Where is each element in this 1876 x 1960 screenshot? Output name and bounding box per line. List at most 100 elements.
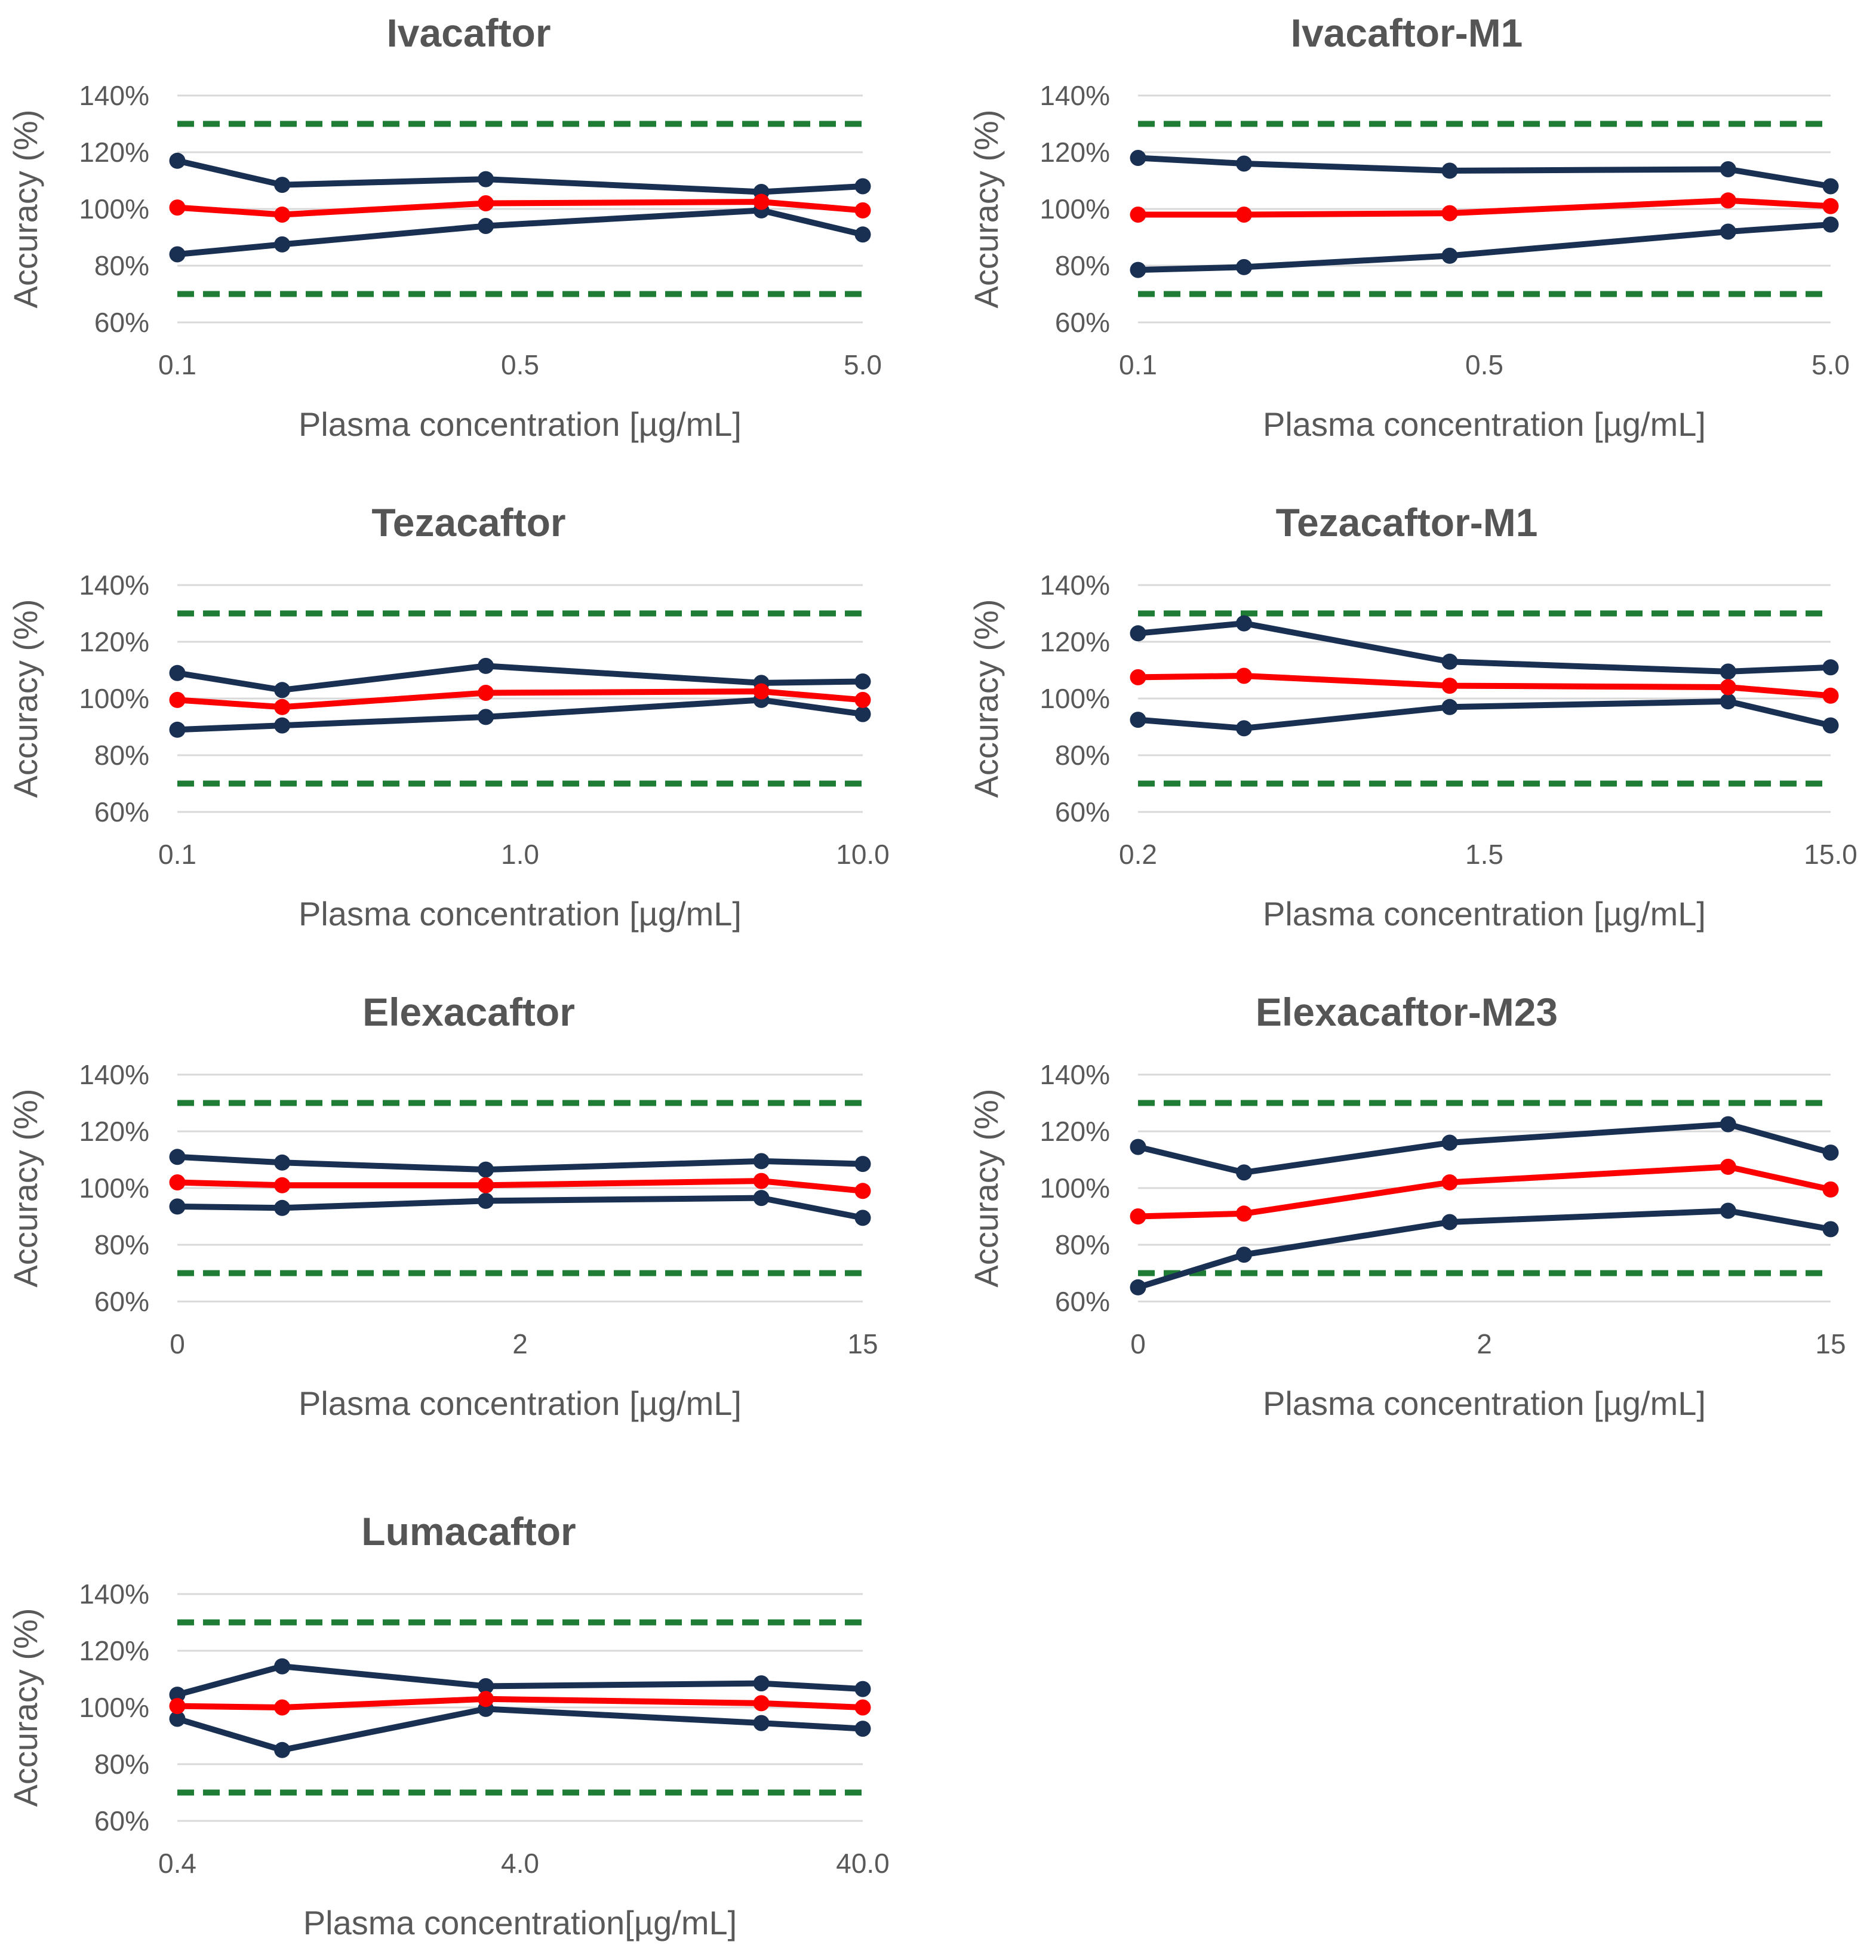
chart-panel-ivacaftor-m1: 140% 120% 100% 80% 60% 0.1 0.5 5.0 Plasma concen… (938, 0, 1876, 490)
x-tick-label: 0.1 (158, 839, 196, 870)
data-point-marker-mean-accuracy (854, 1699, 871, 1716)
y-axis-title: Accuracy (%) (7, 599, 44, 798)
data-point-marker-lower-bound (169, 1710, 186, 1727)
data-point-marker-upper-bound (169, 152, 186, 169)
x-tick-label: 15.0 (1804, 839, 1857, 870)
data-point-marker-mean-accuracy (1130, 669, 1146, 685)
data-point-marker-upper-bound (854, 1681, 871, 1697)
x-tick-label: 15 (1815, 1328, 1846, 1359)
x-tick-label: 4.0 (501, 1848, 539, 1879)
data-point-marker-lower-bound (1130, 261, 1146, 278)
data-point-marker-mean-accuracy (169, 691, 186, 708)
data-point-marker-lower-bound (854, 1721, 871, 1737)
y-tick-label: 80% (94, 1749, 149, 1780)
chart-canvas-ivacaftor-m1: 140% 120% 100% 80% 60% 0.1 0.5 5.0 Plasma concen… (967, 11, 1850, 443)
y-tick-label: 100% (1040, 683, 1110, 714)
data-point-marker-mean-accuracy (478, 1691, 494, 1707)
data-point-marker-mean-accuracy (1441, 205, 1458, 221)
x-axis-title: Plasma concentration[µg/mL] (303, 1904, 737, 1941)
x-tick-label: 2 (1477, 1328, 1492, 1359)
data-point-marker-mean-accuracy (1822, 687, 1839, 704)
y-tick-label: 140% (1040, 80, 1110, 111)
y-tick-label: 120% (79, 1116, 149, 1147)
x-axis-title: Plasma concentration [µg/mL] (1263, 895, 1706, 933)
x-tick-label: 40.0 (836, 1848, 890, 1879)
y-tick-label: 100% (1040, 193, 1110, 224)
x-tick-label: 0.2 (1119, 839, 1157, 870)
data-point-marker-lower-bound (274, 717, 291, 734)
data-point-marker-mean-accuracy (274, 699, 291, 715)
data-point-marker-upper-bound (1236, 615, 1252, 632)
x-tick-label: 5.0 (1812, 349, 1850, 380)
y-tick-label: 60% (94, 307, 149, 338)
data-point-marker-mean-accuracy (1236, 207, 1252, 223)
x-tick-label: 15 (847, 1328, 878, 1359)
data-point-marker-upper-bound (854, 178, 871, 195)
data-point-marker-upper-bound (753, 1153, 770, 1170)
chart-panel-lumacaftor: 140% 120% 100% 80% 60% 0.4 4.0 40.0 Plasma conce… (0, 1469, 938, 1960)
data-point-marker-upper-bound (1130, 1139, 1146, 1155)
data-point-marker-lower-bound (169, 246, 186, 263)
x-tick-label: 1.5 (1465, 839, 1503, 870)
data-point-marker-upper-bound (274, 1154, 291, 1171)
y-tick-label: 140% (1040, 570, 1110, 601)
chart-canvas-tezacaftor: 140% 120% 100% 80% 60% 0.1 1.0 10.0 Plasma conce… (7, 500, 890, 933)
y-tick-label: 80% (1055, 1229, 1110, 1260)
x-tick-label: 0 (170, 1328, 185, 1359)
y-tick-label: 100% (79, 683, 149, 714)
y-tick-label: 80% (94, 250, 149, 281)
x-tick-label: 0.1 (1119, 349, 1157, 380)
data-point-marker-upper-bound (274, 682, 291, 699)
data-point-marker-lower-bound (854, 706, 871, 722)
chart-title: Elexacaftor-M23 (1256, 990, 1558, 1034)
x-tick-label: 1.0 (501, 839, 539, 870)
y-tick-label: 120% (79, 137, 149, 168)
y-tick-label: 140% (1040, 1059, 1110, 1090)
data-point-marker-upper-bound (478, 1678, 494, 1694)
y-tick-label: 140% (79, 1579, 149, 1610)
data-point-marker-lower-bound (1822, 1221, 1839, 1238)
y-tick-label: 120% (79, 1635, 149, 1666)
data-point-marker-lower-bound (1236, 1247, 1252, 1263)
data-point-marker-mean-accuracy (478, 1177, 494, 1193)
chart-canvas-lumacaftor: 140% 120% 100% 80% 60% 0.4 4.0 40.0 Plasma conce… (7, 1509, 890, 1941)
y-tick-label: 120% (79, 626, 149, 657)
y-axis-title: Accuracy (%) (7, 1608, 44, 1807)
data-point-marker-lower-bound (1822, 216, 1839, 233)
data-point-marker-mean-accuracy (1822, 1181, 1839, 1198)
x-axis-title: Plasma concentration [µg/mL] (299, 895, 742, 933)
data-point-marker-mean-accuracy (1720, 1158, 1736, 1175)
data-point-marker-lower-bound (478, 1192, 494, 1209)
data-point-marker-upper-bound (1236, 1164, 1252, 1181)
y-tick-label: 100% (1040, 1173, 1110, 1204)
chart-title: Elexacaftor (362, 990, 575, 1034)
data-point-marker-lower-bound (1236, 720, 1252, 737)
y-tick-label: 60% (94, 1805, 149, 1836)
x-tick-label: 0.4 (158, 1848, 196, 1879)
data-point-marker-lower-bound (1441, 247, 1458, 264)
y-tick-label: 140% (79, 570, 149, 601)
x-axis-title: Plasma concentration [µg/mL] (299, 1384, 742, 1422)
data-point-marker-mean-accuracy (478, 685, 494, 701)
data-point-marker-mean-accuracy (1441, 1174, 1458, 1190)
data-point-marker-mean-accuracy (169, 1174, 186, 1190)
data-point-marker-mean-accuracy (854, 202, 871, 219)
chart-panel-tezacaftor-m1: 140% 120% 100% 80% 60% 0.2 1.5 15.0 Plasma conce… (938, 490, 1876, 979)
chart-title: Tezacaftor-M1 (1276, 500, 1538, 544)
chart-panel-ivacaftor: 140% 120% 100% 80% 60% 0.1 0.5 5.0 Plasma concen… (0, 0, 938, 490)
data-point-marker-lower-bound (274, 1199, 291, 1216)
x-tick-label: 0.1 (158, 349, 196, 380)
data-point-marker-lower-bound (1720, 1202, 1736, 1219)
data-point-marker-mean-accuracy (478, 195, 494, 211)
data-point-marker-upper-bound (274, 1658, 291, 1675)
data-point-marker-mean-accuracy (1130, 207, 1146, 223)
chart-canvas-ivacaftor: 140% 120% 100% 80% 60% 0.1 0.5 5.0 Plasma concen… (7, 11, 882, 443)
y-tick-label: 60% (94, 1286, 149, 1317)
data-point-marker-upper-bound (1720, 663, 1736, 680)
y-tick-label: 140% (79, 1059, 149, 1090)
data-point-marker-upper-bound (1822, 178, 1839, 195)
data-point-marker-lower-bound (854, 1210, 871, 1226)
y-axis-title: Accuracy (%) (967, 1089, 1005, 1288)
y-tick-label: 60% (1055, 1286, 1110, 1317)
data-point-marker-lower-bound (1130, 1279, 1146, 1296)
